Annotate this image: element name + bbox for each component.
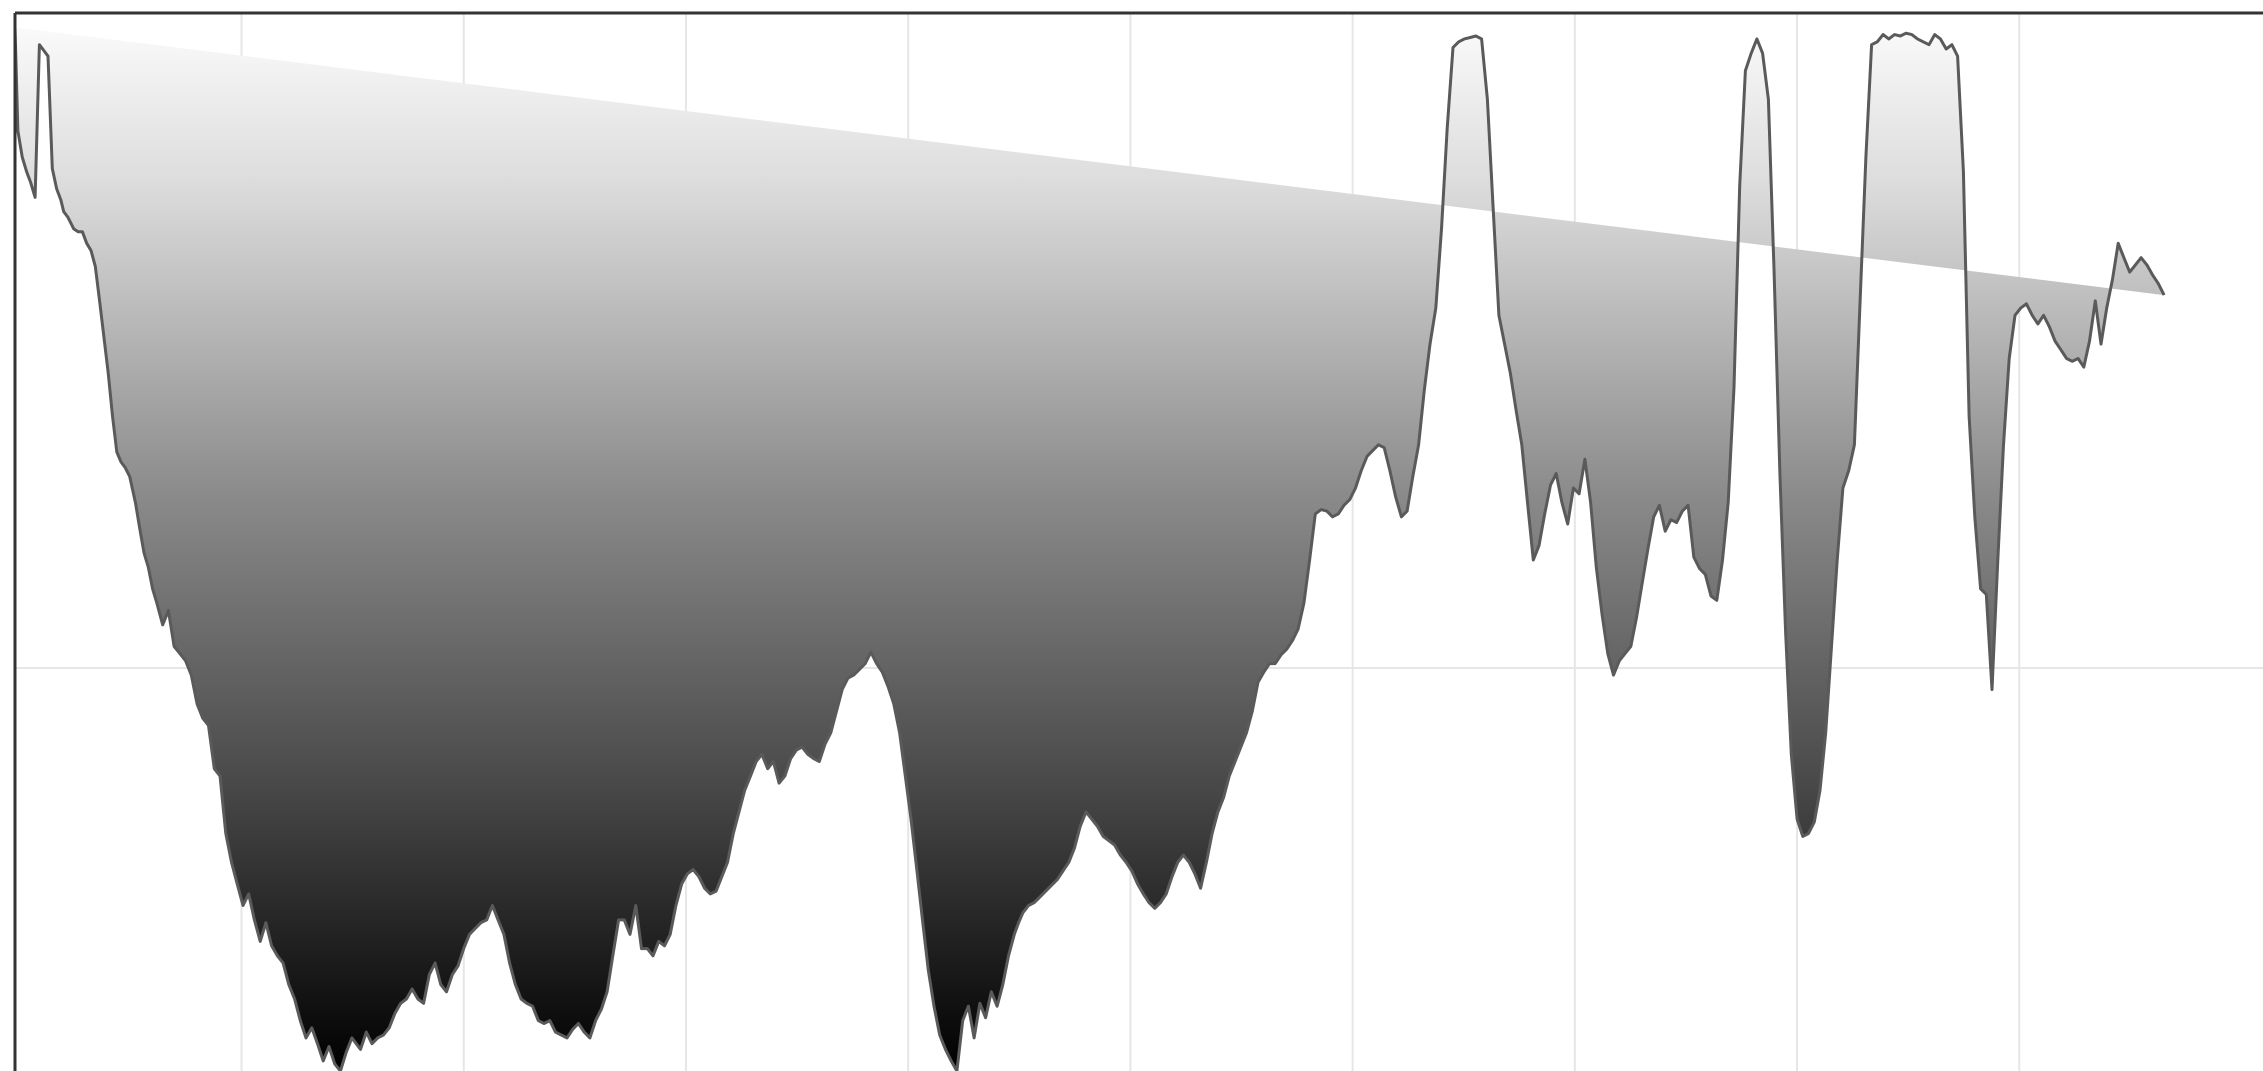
plot-frame	[13, 11, 2263, 1071]
series-line	[13, 27, 2166, 1071]
series-area	[15, 27, 2165, 1071]
